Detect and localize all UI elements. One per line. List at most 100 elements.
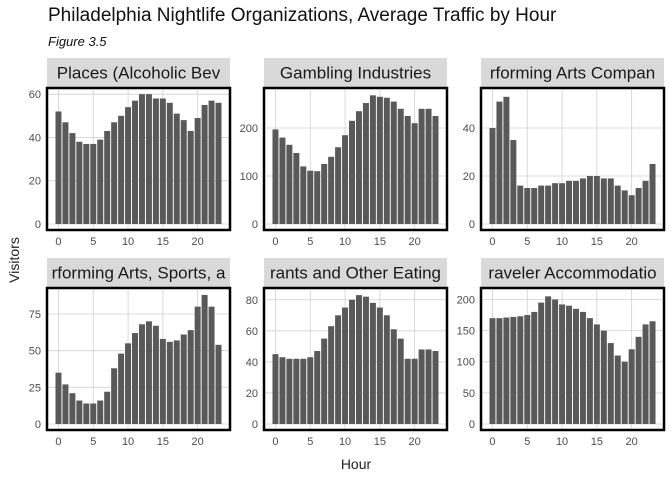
bar — [194, 306, 201, 424]
bar — [349, 299, 356, 424]
bar — [293, 152, 300, 224]
bar — [621, 361, 628, 424]
y-tick-label: 80 — [246, 295, 258, 307]
bar — [279, 137, 286, 224]
bar — [307, 357, 314, 424]
y-tick-label: 0 — [469, 219, 475, 231]
bar — [111, 122, 118, 224]
x-tick-label: 5 — [307, 236, 313, 248]
bar — [510, 316, 517, 424]
bar — [411, 358, 418, 424]
x-tick-label: 20 — [192, 436, 204, 448]
bar — [145, 94, 152, 224]
bar — [272, 354, 279, 424]
y-tick-label: 0 — [35, 419, 41, 431]
bar — [328, 326, 335, 424]
panel-border — [479, 286, 666, 432]
bar — [586, 318, 593, 424]
bar — [369, 302, 376, 424]
bar — [62, 384, 69, 424]
facet-panel: rants and Other Eating 0 20 40 60 80 0 5 10 15 20 — [246, 258, 449, 448]
bar — [152, 325, 159, 424]
facet-strip-label: rants and Other Eating — [270, 264, 441, 283]
x-tick-label: 10 — [122, 436, 134, 448]
bar — [62, 122, 69, 224]
bar — [390, 101, 397, 224]
facet-strip-label: Gambling Industries — [280, 64, 431, 83]
facet-strip-label: rforming Arts, Sports, a — [52, 264, 226, 283]
bar — [404, 358, 411, 424]
bar — [335, 147, 342, 224]
y-tick-label: 0 — [35, 219, 41, 231]
panel-border — [479, 86, 666, 232]
bar — [510, 140, 517, 224]
x-tick-label: 0 — [489, 236, 495, 248]
y-tick-label: 0 — [252, 419, 258, 431]
bar — [503, 96, 510, 224]
bar — [397, 338, 404, 424]
bar — [489, 128, 496, 224]
bar — [125, 343, 132, 424]
bar — [607, 178, 614, 224]
bar — [559, 304, 566, 424]
bar — [104, 130, 111, 224]
x-tick-label: 5 — [307, 436, 313, 448]
bar — [593, 324, 600, 424]
bar — [111, 368, 118, 424]
bar — [383, 97, 390, 224]
bar — [524, 188, 531, 224]
bar — [159, 98, 166, 224]
x-tick-label: 15 — [157, 236, 169, 248]
bar — [180, 120, 187, 224]
bar — [572, 308, 579, 424]
bar — [55, 111, 62, 224]
bar — [566, 180, 573, 224]
facet-strip — [264, 58, 447, 87]
bar — [586, 176, 593, 224]
bar — [215, 344, 222, 424]
x-tick-label: 15 — [591, 436, 603, 448]
bar — [118, 353, 125, 424]
facet-strip-label: rforming Arts Compan — [490, 64, 655, 83]
y-tick-label: 40 — [246, 357, 258, 369]
bar — [628, 195, 635, 224]
bar — [425, 349, 432, 424]
bar — [307, 170, 314, 224]
facet-strip — [481, 58, 664, 87]
bar — [496, 101, 503, 224]
bar — [173, 113, 180, 224]
bar — [362, 296, 369, 424]
x-tick-label: 10 — [556, 236, 568, 248]
y-tick-label: 20 — [29, 176, 41, 188]
bar — [76, 141, 83, 224]
bar — [390, 329, 397, 424]
x-tick-label: 10 — [339, 436, 351, 448]
panel-border — [262, 286, 449, 432]
bar — [138, 324, 145, 424]
bar — [300, 358, 307, 424]
bar — [208, 306, 215, 424]
facet-strip — [47, 58, 230, 87]
bar — [355, 111, 362, 224]
panel-border — [262, 86, 449, 232]
bar — [545, 296, 552, 424]
bar — [503, 317, 510, 424]
bar — [383, 315, 390, 424]
y-tick-label: 60 — [29, 89, 41, 101]
bar — [335, 315, 342, 424]
y-tick-label: 25 — [29, 382, 41, 394]
y-tick-label: 60 — [246, 326, 258, 338]
x-tick-label: 10 — [122, 236, 134, 248]
bar — [328, 156, 335, 224]
bar — [517, 316, 524, 424]
x-tick-label: 20 — [626, 236, 638, 248]
bar — [600, 178, 607, 224]
x-tick-label: 20 — [409, 436, 421, 448]
bar — [215, 102, 222, 224]
bar — [362, 103, 369, 224]
bar — [118, 115, 125, 224]
bar — [104, 391, 111, 424]
bar — [83, 403, 90, 424]
facet-strip-label: Places (Alcoholic Bev — [57, 64, 221, 83]
x-tick-label: 0 — [489, 436, 495, 448]
